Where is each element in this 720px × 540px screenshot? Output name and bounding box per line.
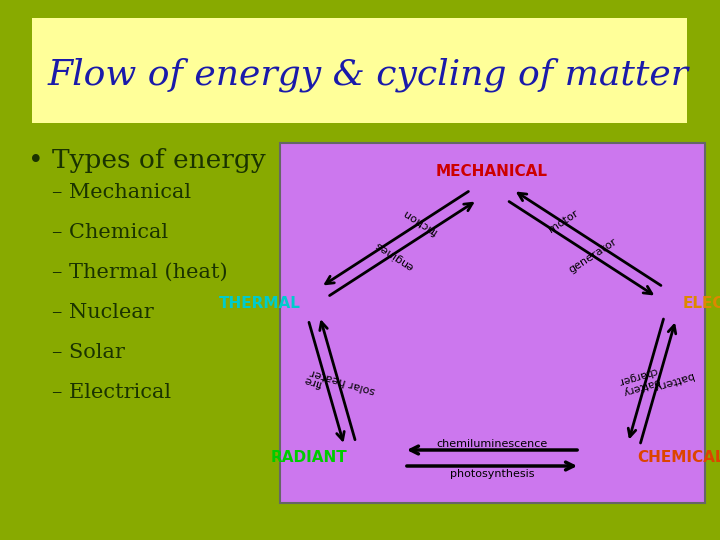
Text: solar heater: solar heater xyxy=(310,367,377,395)
Text: chemiluminescence: chemiluminescence xyxy=(436,439,548,449)
FancyBboxPatch shape xyxy=(32,18,687,123)
Text: – Thermal (heat): – Thermal (heat) xyxy=(52,263,228,282)
Text: • Types of energy: • Types of energy xyxy=(28,148,266,173)
Text: – Solar: – Solar xyxy=(52,343,125,362)
Text: battery
charger: battery charger xyxy=(616,365,662,397)
Text: THERMAL: THERMAL xyxy=(219,296,301,312)
Text: RADIANT: RADIANT xyxy=(270,450,347,465)
Text: fire: fire xyxy=(303,374,323,388)
Text: motor: motor xyxy=(546,208,580,235)
FancyBboxPatch shape xyxy=(280,143,705,503)
Text: MECHANICAL: MECHANICAL xyxy=(436,164,548,179)
Text: Flow of energy & cycling of matter: Flow of energy & cycling of matter xyxy=(48,58,689,92)
Text: ELECTRICAL: ELECTRICAL xyxy=(683,296,720,312)
Text: – Mechanical: – Mechanical xyxy=(52,183,191,202)
Text: generator: generator xyxy=(567,236,619,275)
Text: photosynthesis: photosynthesis xyxy=(450,469,534,479)
Text: friction: friction xyxy=(402,207,440,237)
Text: – Electrical: – Electrical xyxy=(52,383,171,402)
Text: engines: engines xyxy=(373,239,415,272)
Text: battery: battery xyxy=(652,370,694,392)
Text: CHEMICAL: CHEMICAL xyxy=(637,450,720,465)
Text: – Nuclear: – Nuclear xyxy=(52,303,154,322)
Text: – Chemical: – Chemical xyxy=(52,223,168,242)
